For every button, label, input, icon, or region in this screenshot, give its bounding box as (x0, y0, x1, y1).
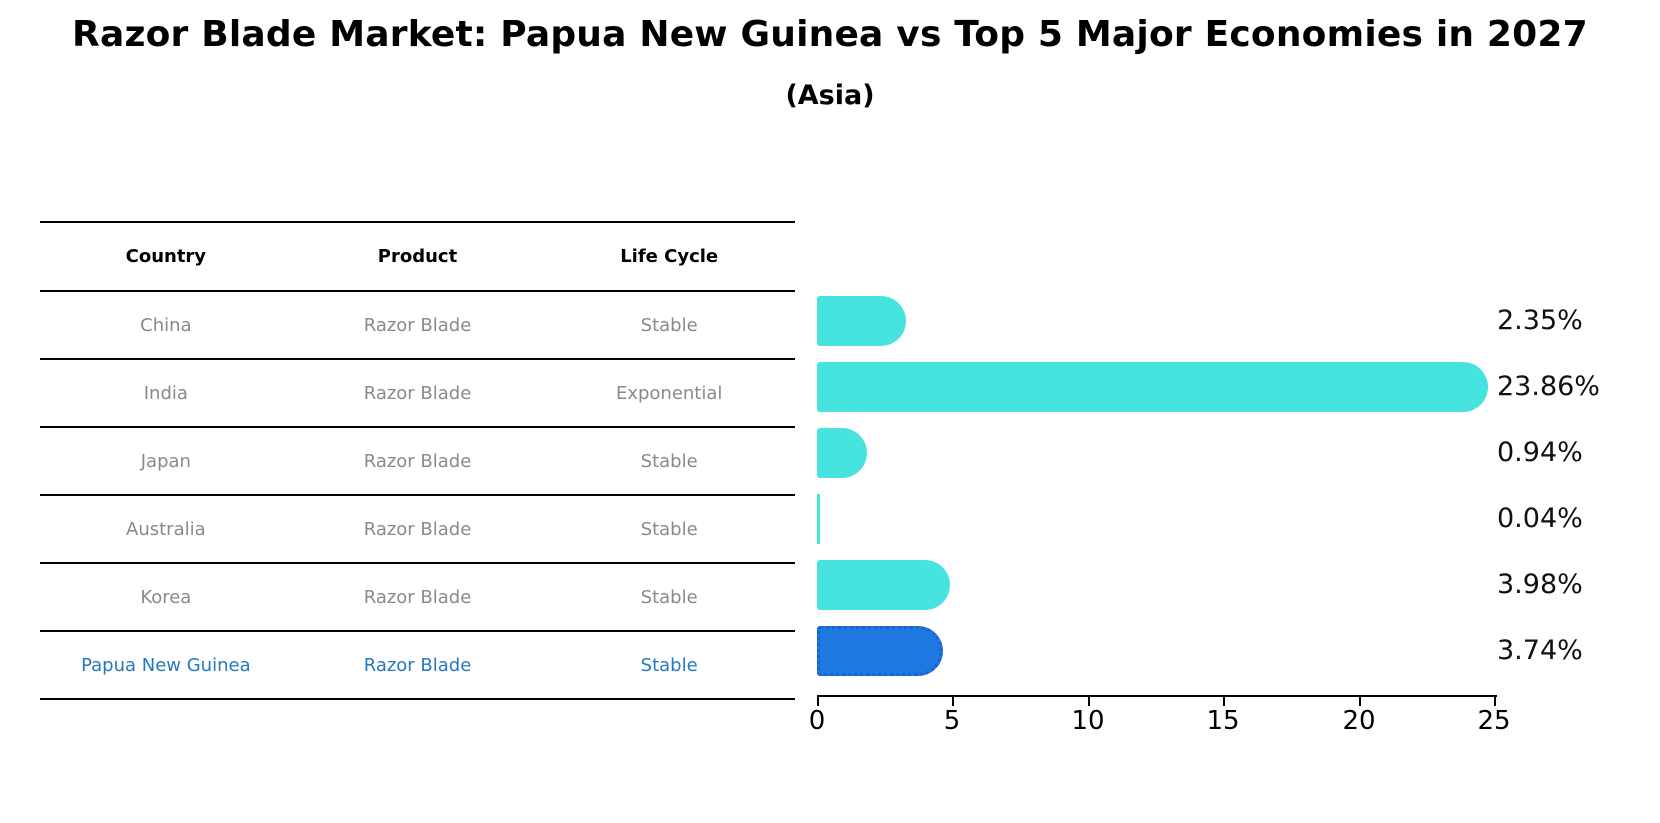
x-axis-spine (817, 695, 1497, 697)
bar-australia (817, 494, 820, 544)
value-label-india: 23.86% (1497, 371, 1600, 402)
cell-product: Razor Blade (363, 382, 472, 404)
country-table: Country Product Life Cycle China Razor B… (40, 221, 795, 700)
cell-lifecycle: Stable (640, 654, 698, 676)
bar-japan (817, 428, 868, 478)
table-row-papua-new-guinea: Papua New Guinea Razor Blade Stable (40, 632, 795, 700)
chart-subtitle: (Asia) (785, 80, 875, 111)
cell-country: China (140, 314, 192, 336)
col-header-country: Country (125, 246, 207, 267)
table-row-china: China Razor Blade Stable (40, 292, 795, 360)
x-axis-tick (1494, 697, 1496, 706)
table-row-australia: Australia Razor Blade Stable (40, 496, 795, 564)
x-tick-label: 0 (808, 706, 826, 736)
bar-row-china: 2.35% (817, 296, 1660, 346)
bar-row-australia: 0.04% (817, 494, 1660, 544)
chart-title: Razor Blade Market: Papua New Guinea vs … (72, 14, 1588, 55)
bar-papua-new-guinea (817, 626, 944, 676)
bar-korea (817, 560, 950, 610)
value-label-australia: 0.04% (1497, 503, 1583, 534)
x-axis-tick (952, 697, 954, 706)
table-row-india: India Razor Blade Exponential (40, 360, 795, 428)
table-row-korea: Korea Razor Blade Stable (40, 564, 795, 632)
x-axis-tick (817, 697, 819, 706)
cell-lifecycle: Stable (640, 518, 698, 540)
col-header-lifecycle: Life Cycle (620, 246, 719, 267)
cell-lifecycle: Exponential (615, 382, 723, 404)
value-label-japan: 0.94% (1497, 437, 1583, 468)
col-header-product: Product (377, 246, 458, 267)
cell-product: Razor Blade (363, 586, 472, 608)
bar-row-papua-new-guinea: 3.74% (817, 626, 1660, 676)
value-label-korea: 3.98% (1497, 569, 1583, 600)
x-axis-tick (1223, 697, 1225, 706)
x-tick-label: 10 (1071, 706, 1105, 736)
bar-india (817, 362, 1489, 412)
cell-country: India (143, 382, 188, 404)
cell-lifecycle: Stable (640, 586, 698, 608)
cell-lifecycle: Stable (640, 314, 698, 336)
cell-country: Korea (140, 586, 192, 608)
value-label-papua-new-guinea: 3.74% (1497, 635, 1583, 666)
cell-lifecycle: Stable (640, 450, 698, 472)
bar-row-india: 23.86% (817, 362, 1660, 412)
cell-product: Razor Blade (363, 450, 472, 472)
cell-product: Razor Blade (363, 518, 472, 540)
x-tick-label: 20 (1342, 706, 1376, 736)
cell-product: Razor Blade (363, 654, 472, 676)
cell-product: Razor Blade (363, 314, 472, 336)
bar-row-japan: 0.94% (817, 428, 1660, 478)
x-tick-label: 5 (943, 706, 961, 736)
x-axis-tick (1088, 697, 1090, 706)
cell-country: Australia (126, 518, 206, 540)
x-tick-label: 15 (1206, 706, 1240, 736)
table-row-japan: Japan Razor Blade Stable (40, 428, 795, 496)
x-axis-tick (1359, 697, 1361, 706)
bar-china (817, 296, 906, 346)
table-header-row: Country Product Life Cycle (40, 223, 795, 292)
value-label-china: 2.35% (1497, 305, 1583, 336)
cell-country: Japan (140, 450, 191, 472)
cell-country: Papua New Guinea (81, 654, 251, 676)
x-tick-label: 25 (1477, 706, 1511, 736)
bar-row-korea: 3.98% (817, 560, 1660, 610)
